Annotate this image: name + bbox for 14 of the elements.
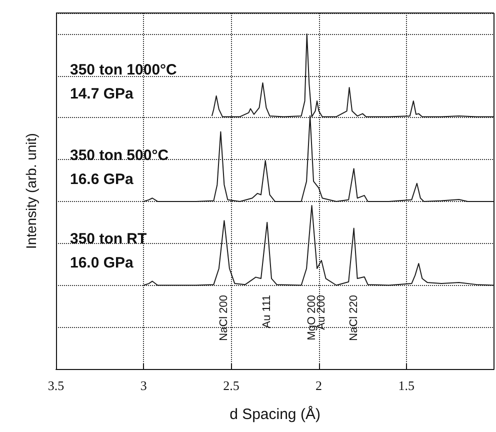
annotation: MgO 200: [306, 295, 318, 340]
annotation: NaCl 200: [218, 295, 230, 341]
series-label: 350 ton 500°C 16.6 GPa: [70, 146, 169, 188]
y-axis-title: Intensity (arb. unit): [23, 133, 39, 249]
text: 350 ton 1000°C 14.7 GPa: [70, 62, 178, 103]
series-label: 350 ton RT 16.0 GPa: [70, 230, 147, 272]
x-axis-title: d Spacing (Å): [230, 405, 320, 423]
annotation: NaCl 220: [348, 295, 360, 341]
x-tick-label: 1.5: [398, 378, 415, 393]
x-tick-label: 3.5: [48, 378, 64, 393]
x-tick-label: 2.5: [223, 378, 240, 393]
x-tick-label: 2: [316, 378, 322, 393]
annotation: Au 111: [261, 295, 274, 328]
x-tick-label: 3: [140, 378, 147, 393]
